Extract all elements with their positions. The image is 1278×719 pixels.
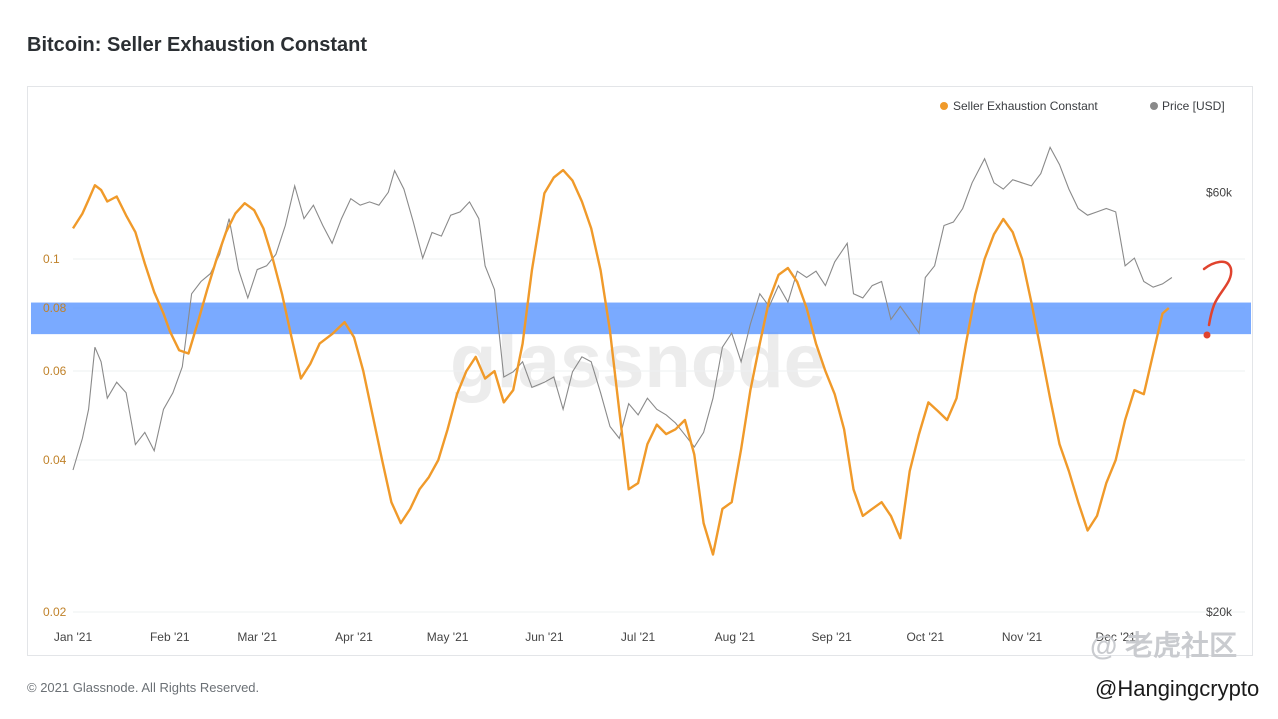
- x-tick-11: Dec '21: [1096, 630, 1137, 644]
- x-tick-0: Jan '21: [54, 630, 93, 644]
- left-tick-3: 0.04: [43, 453, 67, 467]
- author-watermark: @Hangingcrypto: [1095, 676, 1260, 701]
- question-mark-stroke: [1202, 260, 1233, 327]
- legend-item-price[interactable]: Price [USD]: [1162, 99, 1225, 113]
- right-tick-0: $60k: [1206, 185, 1233, 199]
- hand-drawn-question-mark: [1202, 260, 1233, 339]
- right-axis-ticks: $60k $20k: [1206, 185, 1233, 619]
- copyright-footer: © 2021 Glassnode. All Rights Reserved.: [27, 680, 260, 695]
- left-tick-0: 0.1: [43, 252, 60, 266]
- x-tick-4: May '21: [427, 630, 469, 644]
- x-tick-8: Sep '21: [811, 630, 852, 644]
- x-tick-5: Jun '21: [525, 630, 564, 644]
- x-tick-3: Apr '21: [335, 630, 373, 644]
- x-tick-7: Aug '21: [715, 630, 756, 644]
- x-tick-10: Nov '21: [1002, 630, 1043, 644]
- page-title: Bitcoin: Seller Exhaustion Constant: [27, 34, 368, 56]
- left-axis-ticks: 0.1 0.08 0.06 0.04 0.02: [43, 252, 67, 619]
- x-tick-2: Mar '21: [237, 630, 277, 644]
- x-tick-1: Feb '21: [150, 630, 190, 644]
- chart-panel: glassnode 0.1 0.08 0.06 0.04 0.02 $60k $20k J…: [27, 86, 1253, 656]
- price-series-line: [72, 145, 1173, 471]
- x-tick-6: Jul '21: [621, 630, 656, 644]
- legend-swatch-price: [1150, 102, 1158, 110]
- highlight-band: [31, 302, 1251, 335]
- right-tick-1: $20k: [1206, 605, 1233, 619]
- left-tick-4: 0.02: [43, 605, 67, 619]
- tiger-community-watermark: @ 老虎社区: [1090, 630, 1238, 661]
- legend-swatch-sec: [940, 102, 948, 110]
- left-tick-2: 0.06: [43, 364, 67, 378]
- question-mark-dot: [1203, 331, 1211, 339]
- legend: Seller Exhaustion Constant Price [USD]: [940, 99, 1225, 113]
- legend-item-sec[interactable]: Seller Exhaustion Constant: [953, 99, 1098, 113]
- sec-series-line: [71, 168, 1170, 556]
- x-tick-9: Oct '21: [906, 630, 944, 644]
- left-tick-1: 0.08: [43, 301, 67, 315]
- chart-svg: glassnode 0.10.080.060.040.02 $60k$20k J…: [31, 99, 1251, 644]
- x-axis-ticks: Jan '21 Feb '21 Mar '21 Apr '21 May '21 Jun '…: [54, 630, 1136, 644]
